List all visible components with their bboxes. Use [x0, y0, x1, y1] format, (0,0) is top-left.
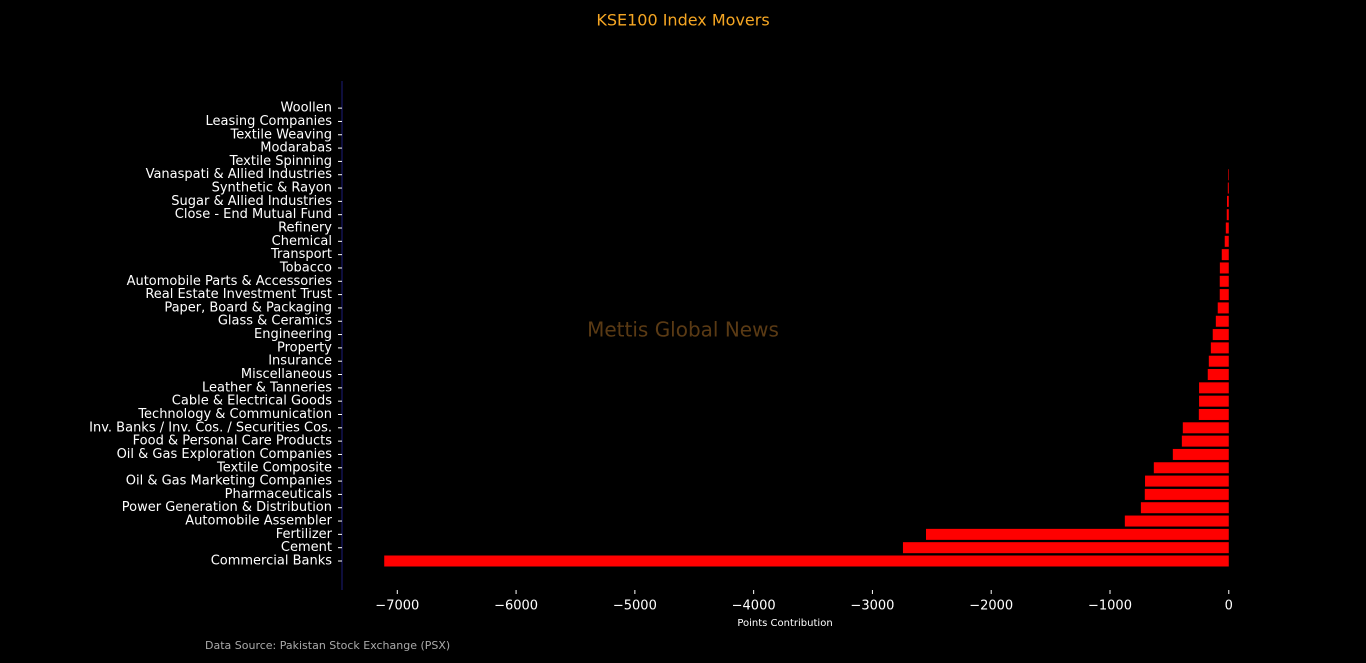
y-tick-label: Textile Composite: [216, 460, 332, 475]
x-tick-label: −7000: [375, 599, 419, 614]
y-tick-label: Cable & Electrical Goods: [172, 394, 332, 409]
bar: [1153, 462, 1229, 474]
x-tick-label: −5000: [613, 599, 657, 614]
y-tick-label: Refinery: [278, 221, 332, 236]
x-tick-label: −3000: [850, 599, 894, 614]
y-tick-label: Tobacco: [279, 260, 332, 275]
bar: [1198, 408, 1229, 420]
y-tick-label: Miscellaneous: [241, 367, 332, 382]
y-tick-label: Commercial Banks: [211, 554, 333, 569]
bar: [1145, 475, 1229, 487]
y-tick-label: Power Generation & Distribution: [122, 500, 332, 515]
y-tick-label: Close - End Mutual Fund: [175, 207, 332, 222]
y-tick-label: Automobile Parts & Accessories: [127, 274, 333, 289]
y-tick-label: Sugar & Allied Industries: [171, 194, 332, 209]
y-tick-label: Modarabas: [260, 141, 332, 156]
y-tick-label: Oil & Gas Marketing Companies: [126, 474, 332, 489]
bar: [1227, 182, 1229, 194]
bar: [384, 555, 1229, 567]
bar: [1228, 169, 1229, 181]
y-tick-label: Insurance: [268, 354, 332, 369]
x-tick-label: −2000: [969, 599, 1013, 614]
y-tick-label: Food & Personal Care Products: [133, 434, 333, 449]
bar: [1172, 448, 1229, 460]
y-tick-label: Synthetic & Rayon: [212, 181, 332, 196]
bar: [1208, 355, 1229, 367]
bar: [1217, 302, 1229, 314]
y-tick-label: Leather & Tanneries: [202, 380, 332, 395]
y-tick-label: Woollen: [281, 101, 332, 116]
y-tick-label: Fertilizer: [276, 527, 333, 542]
y-tick-label: Engineering: [254, 327, 332, 342]
y-tick-label: Transport: [270, 247, 332, 262]
bar: [1140, 502, 1229, 514]
bar: [1225, 222, 1229, 234]
y-tick-label: Automobile Assembler: [185, 514, 332, 529]
bar: [1224, 235, 1229, 247]
bar: [1221, 249, 1229, 261]
y-tick-label: Glass & Ceramics: [218, 314, 332, 329]
chart-title: KSE100 Index Movers: [596, 11, 769, 30]
y-tick-label: Chemical: [272, 234, 332, 249]
bar: [1215, 315, 1229, 327]
bar: [1182, 422, 1229, 434]
x-tick-label: −1000: [1088, 599, 1132, 614]
bar: [1219, 275, 1229, 287]
bar: [1181, 435, 1229, 447]
bar: [1207, 369, 1229, 381]
y-tick-label: Textile Weaving: [230, 127, 333, 142]
y-tick-label: Textile Spinning: [229, 154, 332, 169]
x-tick-label: 0: [1225, 599, 1233, 614]
bar: [925, 528, 1229, 540]
watermark: Mettis Global News: [587, 318, 779, 342]
x-axis-label: Points Contribution: [737, 618, 832, 629]
y-tick-label: Cement: [281, 540, 332, 555]
bar: [1199, 395, 1229, 407]
bar: [1124, 515, 1229, 527]
y-tick-label: Oil & Gas Exploration Companies: [117, 447, 333, 462]
y-tick-label: Paper, Board & Packaging: [164, 300, 332, 315]
bar: [1199, 382, 1229, 394]
bar: [1212, 329, 1229, 341]
bar: [902, 542, 1229, 554]
y-tick-label: Leasing Companies: [205, 114, 332, 129]
bar: [1210, 342, 1229, 354]
y-tick-label: Vanaspati & Allied Industries: [146, 167, 333, 182]
bar: [1226, 195, 1229, 207]
y-tick-label: Pharmaceuticals: [225, 487, 333, 502]
y-tick-label: Property: [277, 340, 332, 355]
bar: [1219, 289, 1229, 301]
bar: [1144, 488, 1229, 500]
y-tick-label: Technology & Communication: [137, 407, 332, 422]
bar: [1226, 209, 1229, 221]
bar: [1219, 262, 1229, 274]
x-tick-label: −6000: [494, 599, 538, 614]
x-tick-label: −4000: [732, 599, 776, 614]
source-note: Data Source: Pakistan Stock Exchange (PS…: [205, 639, 450, 652]
y-tick-label: Real Estate Investment Trust: [145, 287, 332, 302]
y-tick-label: Inv. Banks / Inv. Cos. / Securities Cos.: [89, 420, 332, 435]
